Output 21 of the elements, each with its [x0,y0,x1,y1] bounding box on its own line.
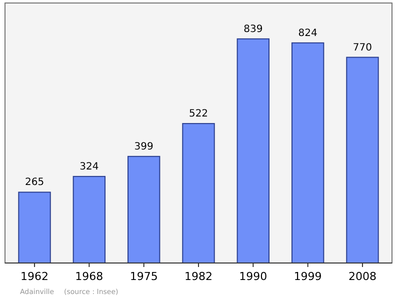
data-label: 265 [24,177,44,188]
x-tick-label: 1975 [130,270,158,283]
data-label: 324 [80,161,99,172]
data-label: 824 [298,28,318,39]
data-label: 522 [188,108,208,120]
bar [346,56,379,264]
bar [182,123,215,264]
x-tick-label: 1982 [184,270,212,283]
x-tick-label: 1999 [294,270,322,283]
bar [127,156,160,264]
data-label: 839 [244,24,263,35]
bar [236,38,270,264]
x-tick-label: 1990 [239,270,268,283]
bar [291,42,324,264]
data-label: 770 [352,42,372,54]
bar [18,192,51,264]
bar [72,176,106,264]
x-tick-label: 2008 [348,270,376,283]
x-tick-label: 1968 [75,270,104,283]
x-tick-label: 1962 [20,270,49,283]
data-label: 399 [134,141,154,152]
